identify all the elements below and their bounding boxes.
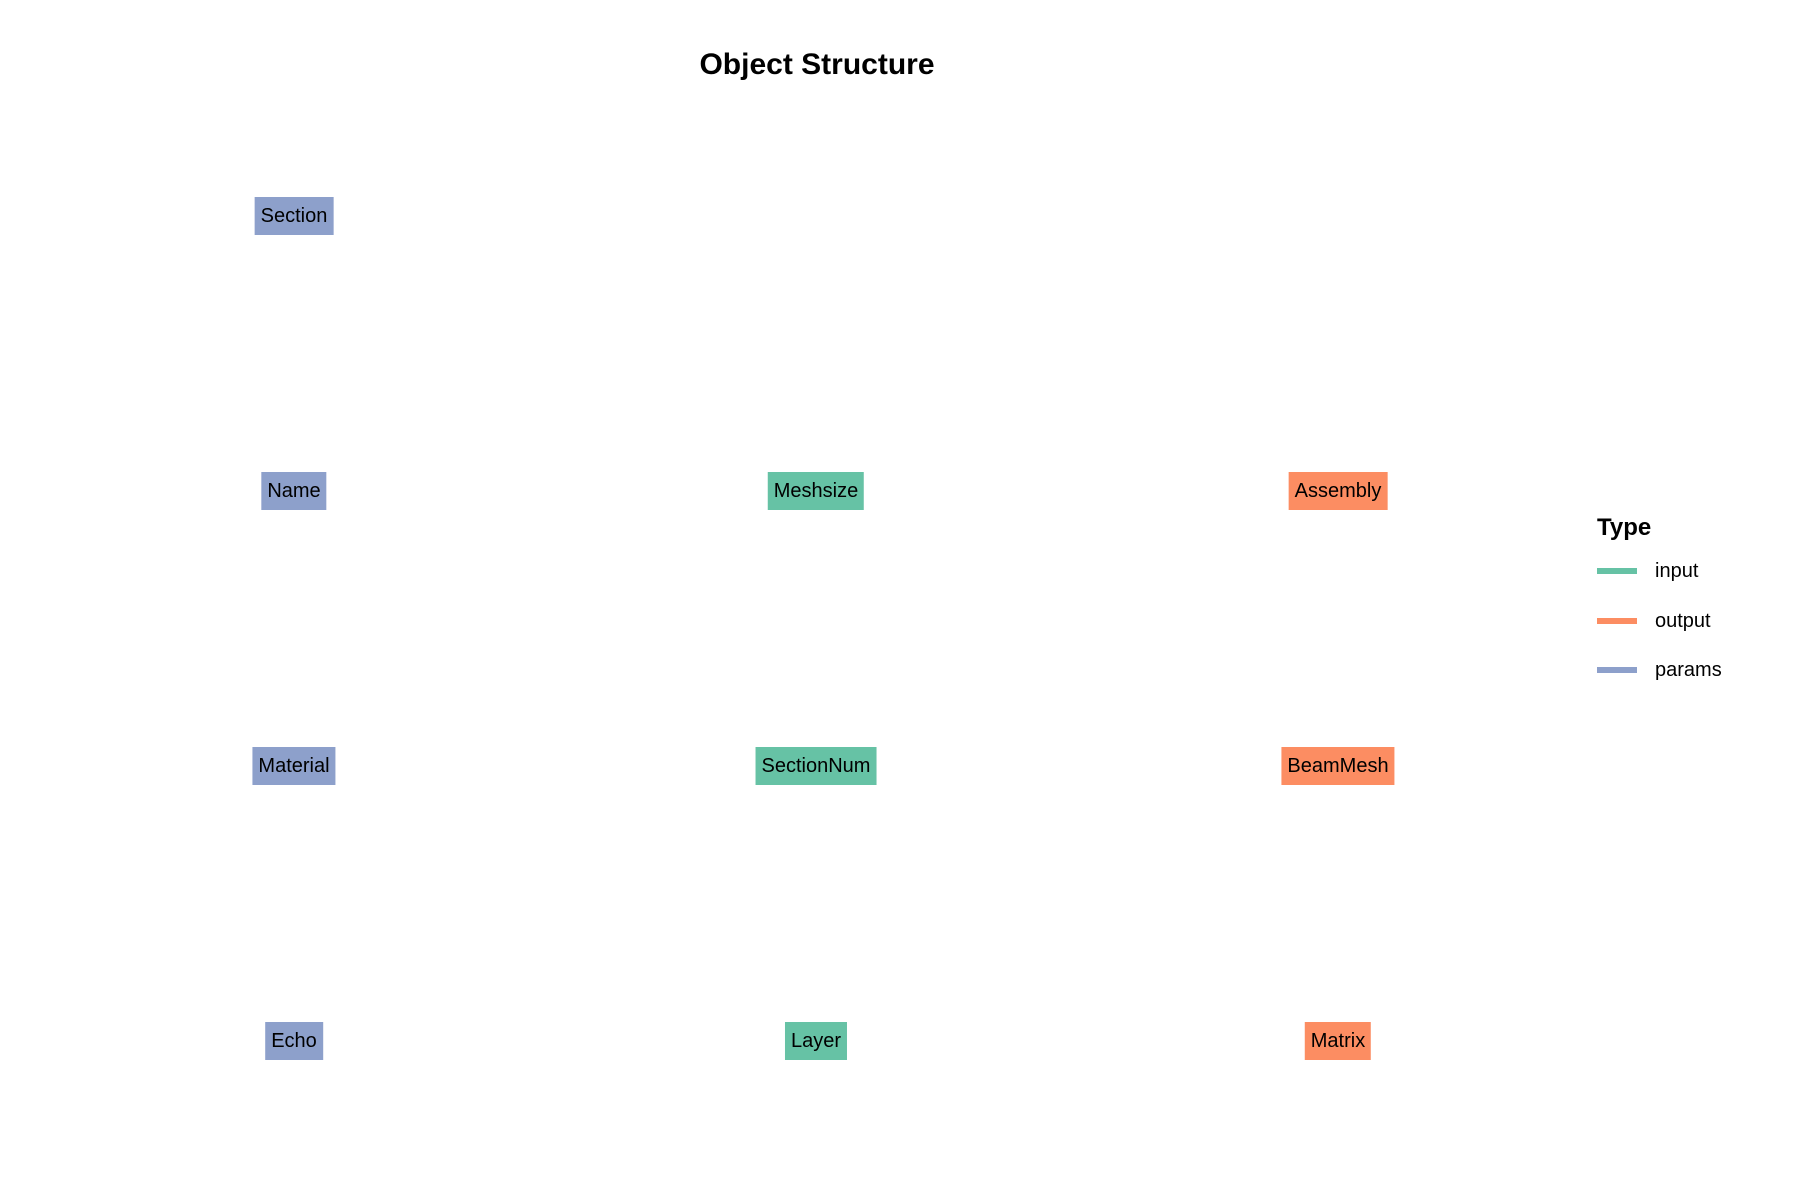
- legend-key-params: [1597, 667, 1637, 673]
- legend-item-input: input: [1597, 560, 1698, 612]
- node-meshsize: Meshsize: [767, 472, 865, 510]
- node-sectionnum: SectionNum: [755, 747, 877, 785]
- node-assembly: Assembly: [1288, 472, 1388, 510]
- legend-item-params: params: [1597, 659, 1722, 711]
- diagram-title: Object Structure: [699, 48, 935, 81]
- node-material: Material: [252, 747, 336, 785]
- legend-label-params: params: [1655, 659, 1722, 681]
- node-beammesh: BeamMesh: [1281, 747, 1395, 785]
- legend-label-input: input: [1655, 560, 1699, 582]
- node-section: Section: [254, 197, 334, 235]
- node-name: Name: [261, 472, 327, 510]
- legend-title: Type: [1597, 514, 1652, 541]
- legend: Type input output params: [1597, 514, 1722, 711]
- legend-key-output: [1597, 617, 1637, 624]
- node-layer: Layer: [784, 1022, 848, 1060]
- legend-key-input: [1597, 568, 1637, 574]
- legend-label-output: output: [1655, 609, 1711, 632]
- node-echo: Echo: [265, 1022, 323, 1060]
- node-matrix: Matrix: [1304, 1022, 1372, 1060]
- legend-item-output: output: [1597, 610, 1711, 662]
